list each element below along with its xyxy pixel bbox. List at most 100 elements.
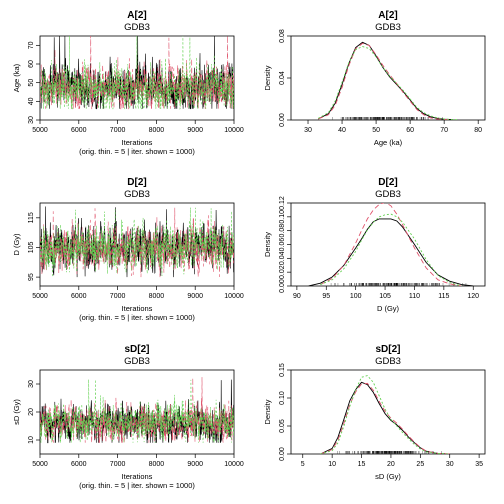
- x-axis-sublabel: (orig. thin. = 5 | iter. shown = 1000): [79, 313, 195, 322]
- trace-chain-3: [40, 379, 234, 443]
- panel-subtitle: GDB3: [124, 189, 150, 200]
- x-tick-label: 9000: [187, 293, 203, 300]
- density-curve-chain-1: [320, 381, 450, 454]
- panel-title: A[2]: [378, 10, 397, 21]
- panel-subtitle: GDB3: [375, 22, 401, 33]
- x-tick-label: 10: [328, 461, 336, 468]
- x-tick-label: 40: [338, 127, 346, 134]
- trace-chain-2: [40, 377, 234, 443]
- y-axis-label: sD (Gy): [12, 399, 21, 425]
- y-tick-label: 10: [28, 436, 35, 444]
- x-tick-label: 35: [475, 461, 483, 468]
- y-tick-label: 0.10: [279, 210, 286, 224]
- x-tick-label: 100: [350, 293, 362, 300]
- y-tick-label: 0.10: [279, 391, 286, 405]
- x-axis-label: Iterations: [122, 138, 153, 147]
- x-tick-label: 5000: [32, 461, 48, 468]
- x-tick-label: 9000: [187, 461, 203, 468]
- y-tick-label: 0.04: [279, 71, 286, 85]
- x-tick-label: 70: [440, 127, 448, 134]
- y-tick-label: 50: [28, 79, 35, 87]
- plot-frame: [290, 369, 486, 455]
- density-curve-chain-3: [320, 213, 462, 286]
- panel-title: D[2]: [127, 177, 146, 188]
- x-axis-label: Iterations: [122, 472, 153, 481]
- panel-subtitle: GDB3: [375, 189, 401, 200]
- x-tick-label: 7000: [110, 461, 126, 468]
- y-tick-label: 0.15: [279, 363, 286, 377]
- density-curve-chain-3: [317, 46, 458, 120]
- trace-chain-1: [40, 206, 234, 278]
- y-axis-label: Density: [263, 232, 272, 257]
- panel-title: sD[2]: [124, 344, 149, 355]
- trace-chain-3: [40, 36, 234, 110]
- x-tick-label: 5000: [32, 127, 48, 134]
- y-tick-label: 30: [28, 380, 35, 388]
- x-tick-label: 8000: [149, 461, 165, 468]
- x-tick-label: 8000: [149, 293, 165, 300]
- y-tick-label: 105: [28, 242, 35, 254]
- x-tick-label: 6000: [71, 293, 87, 300]
- x-tick-label: 80: [474, 127, 482, 134]
- x-tick-label: 10000: [224, 127, 244, 134]
- x-tick-label: 120: [467, 293, 479, 300]
- y-tick-label: 0.04: [279, 251, 286, 265]
- x-tick-label: 105: [379, 293, 391, 300]
- x-tick-label: 115: [438, 293, 449, 300]
- x-tick-label: 10000: [224, 293, 244, 300]
- y-axis-label: Age (ka): [12, 63, 21, 92]
- panel-subtitle: GDB3: [124, 22, 150, 33]
- x-tick-label: 5000: [32, 293, 48, 300]
- x-tick-label: 6000: [71, 461, 87, 468]
- x-tick-label: 7000: [110, 127, 126, 134]
- y-tick-label: 0.02: [279, 265, 286, 279]
- y-tick-label: 115: [28, 212, 35, 223]
- density-curve-chain-2: [320, 382, 450, 454]
- x-tick-label: 9000: [187, 127, 203, 134]
- x-axis-label: Iterations: [122, 304, 153, 313]
- x-tick-label: 60: [406, 127, 414, 134]
- x-tick-label: 50: [372, 127, 380, 134]
- x-tick-label: 5: [301, 461, 305, 468]
- plot-frame: [290, 202, 486, 287]
- x-tick-label: 20: [387, 461, 395, 468]
- y-tick-label: 0.00: [279, 279, 286, 293]
- y-tick-label: 30: [28, 116, 35, 124]
- y-tick-label: 0.12: [279, 196, 286, 210]
- x-tick-label: 25: [416, 461, 424, 468]
- y-tick-label: 0.00: [279, 447, 286, 461]
- density-curve-chain-2: [318, 42, 452, 120]
- x-axis-label: Age (ka): [374, 138, 403, 147]
- x-tick-label: 10000: [224, 461, 244, 468]
- x-tick-label: 30: [446, 461, 454, 468]
- panel-subtitle: GDB3: [124, 356, 150, 367]
- x-tick-label: 30: [304, 127, 312, 134]
- density-curve-chain-1: [317, 41, 452, 120]
- x-tick-label: 6000: [71, 127, 87, 134]
- y-axis-label: Density: [263, 399, 272, 424]
- panel-title: sD[2]: [375, 344, 400, 355]
- panel-subtitle: GDB3: [375, 356, 401, 367]
- panel-title: D[2]: [378, 177, 397, 188]
- y-axis-label: D (Gy): [12, 233, 21, 256]
- x-tick-label: 90: [293, 293, 301, 300]
- y-tick-label: 0.06: [279, 238, 286, 252]
- y-tick-label: 20: [28, 408, 35, 416]
- density-curve-chain-1: [308, 218, 474, 286]
- panel-title: A[2]: [127, 10, 146, 21]
- y-axis-label: Density: [263, 65, 272, 90]
- density-curve-chain-3: [320, 375, 450, 454]
- x-axis-sublabel: (orig. thin. = 5 | iter. shown = 1000): [79, 147, 195, 156]
- density-curve-chain-2: [320, 203, 462, 286]
- y-tick-label: 0.08: [279, 29, 286, 43]
- y-tick-label: 95: [28, 273, 35, 281]
- x-tick-label: 15: [358, 461, 366, 468]
- x-axis-label: sD (Gy): [375, 472, 401, 481]
- x-tick-label: 8000: [149, 127, 165, 134]
- x-axis-label: D (Gy): [377, 304, 400, 313]
- y-tick-label: 60: [28, 60, 35, 68]
- y-tick-label: 0.05: [279, 419, 286, 433]
- x-tick-label: 7000: [110, 293, 126, 300]
- trace-chain-3: [40, 207, 234, 278]
